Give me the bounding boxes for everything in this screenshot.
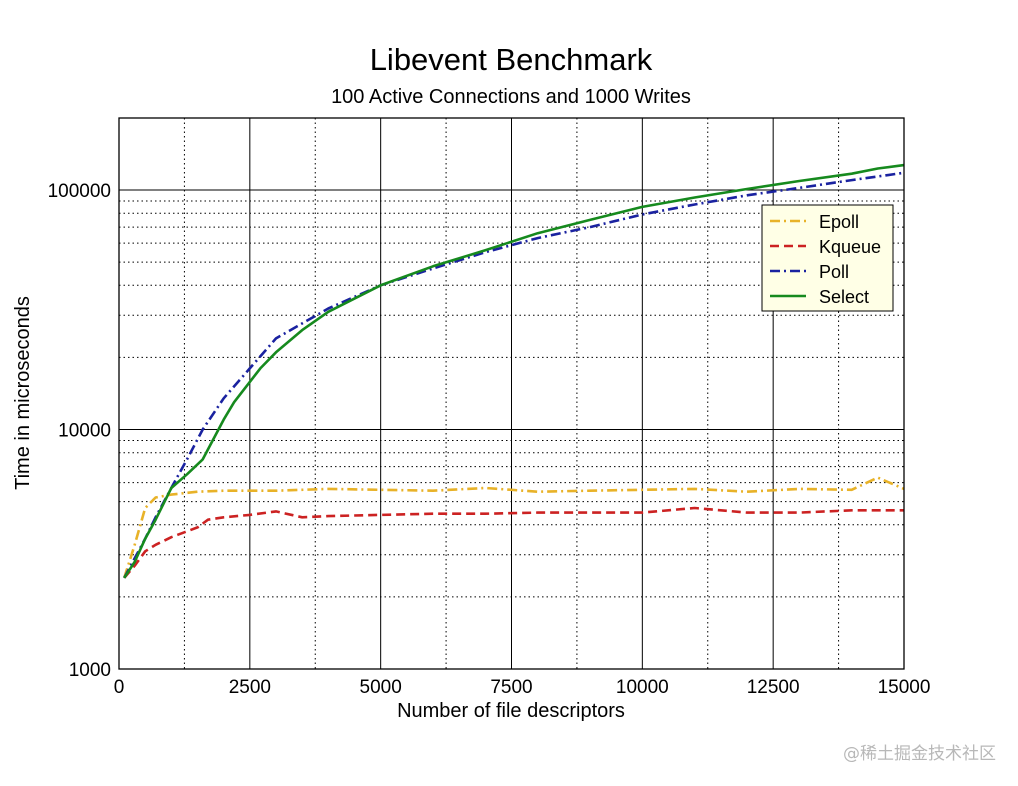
x-tick-label: 5000 [360, 677, 402, 698]
x-tick-label: 2500 [229, 677, 271, 698]
x-tick-label: 15000 [878, 677, 931, 698]
x-tick-label: 0 [114, 677, 125, 698]
watermark: @稀土掘金技术社区 [843, 744, 996, 764]
series-line-epoll [122, 476, 905, 579]
legend-label-epoll: Epoll [819, 212, 859, 232]
x-tick-label: 7500 [490, 677, 532, 698]
series-line-select [123, 163, 905, 579]
legend-label-poll: Poll [819, 262, 849, 282]
y-axis-label: Time in microseconds [12, 296, 34, 490]
x-ticks: 0 2500 5000 7500 10000 12500 15000 [114, 677, 931, 698]
x-tick-label: 12500 [747, 677, 800, 698]
legend-label-select: Select [819, 287, 869, 307]
plot-frame [118, 117, 905, 670]
y-ticks: 1000 10000 100000 [48, 181, 111, 681]
x-tick-label: 10000 [616, 677, 669, 698]
legend: Epoll Kqueue Poll Select [761, 204, 894, 312]
series-layer [122, 163, 905, 579]
chart-title: Libevent Benchmark [370, 42, 653, 77]
series-line-kqueue [123, 506, 904, 579]
y-tick-label: 1000 [69, 660, 111, 681]
legend-label-kqueue: Kqueue [819, 237, 881, 257]
x-axis-label: Number of file descriptors [397, 700, 625, 722]
y-tick-label: 100000 [48, 181, 111, 202]
y-tick-label: 10000 [58, 421, 111, 442]
chart-subtitle: 100 Active Connections and 1000 Writes [331, 86, 691, 108]
grid [118, 118, 905, 670]
legend-box [761, 204, 894, 312]
